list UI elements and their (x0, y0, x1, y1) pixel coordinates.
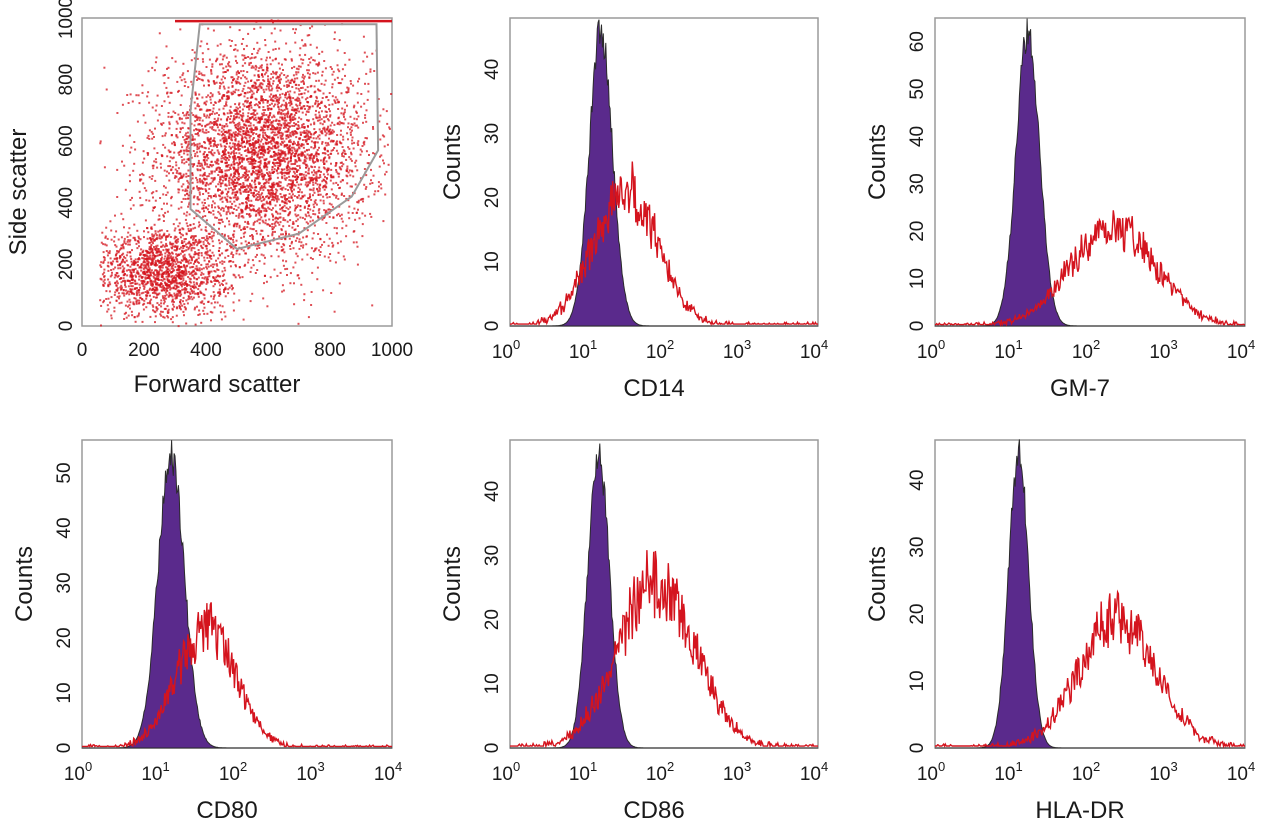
y-tick-label: 30 (907, 173, 928, 194)
x-tick-label: 101 (141, 759, 169, 785)
x-tick-label: 104 (800, 337, 828, 363)
y-axis-label: Counts (439, 546, 466, 622)
y-axis-label: Counts (864, 546, 891, 622)
cd80-plot-frame (81, 439, 393, 749)
y-tick-label: 10 (907, 670, 928, 691)
x-tick-label: 100 (917, 337, 945, 363)
y-axis-label: Counts (11, 546, 38, 622)
x-tick-label: 102 (219, 759, 247, 785)
y-tick-label: 20 (482, 609, 503, 630)
x-tick-label: 1000 (371, 340, 413, 361)
y-tick-label: 30 (482, 545, 503, 566)
x-tick-label: 103 (1149, 337, 1177, 363)
x-tick-label: 103 (723, 759, 751, 785)
y-tick-label: 0 (54, 743, 75, 754)
x-axis-label: CD86 (623, 797, 684, 824)
x-tick-label: 100 (917, 759, 945, 785)
y-tick-label: 400 (56, 187, 77, 219)
scatter-gate (189, 23, 380, 251)
cd14-positive-series (510, 161, 818, 327)
x-axis-label: GM-7 (1050, 375, 1110, 402)
x-axis-label: Forward scatter (134, 371, 301, 398)
x-tick-label: 104 (374, 759, 402, 785)
y-tick-label: 50 (907, 79, 928, 100)
gm7-positive-series (935, 210, 1245, 327)
x-tick-label: 102 (1072, 759, 1100, 785)
y-tick-label: 30 (907, 537, 928, 558)
x-tick-label: 104 (1227, 759, 1255, 785)
y-tick-label: 600 (56, 125, 77, 157)
x-tick-label: 102 (1072, 337, 1100, 363)
x-tick-label: 0 (77, 340, 88, 361)
y-tick-label: 10 (54, 682, 75, 703)
y-tick-label: 10 (482, 251, 503, 272)
y-tick-label: 1000 (56, 0, 77, 39)
y-tick-label: 0 (482, 743, 503, 754)
x-tick-label: 102 (646, 759, 674, 785)
cd86-negative-series (510, 443, 818, 749)
x-axis-label: CD80 (196, 797, 257, 824)
hladr-positive-series (935, 589, 1245, 749)
y-tick-label: 0 (907, 743, 928, 754)
x-axis-label: CD14 (623, 375, 684, 402)
y-tick-label: 30 (54, 572, 75, 593)
x-tick-label: 100 (64, 759, 92, 785)
y-tick-label: 20 (907, 604, 928, 625)
y-tick-label: 20 (907, 221, 928, 242)
x-tick-label: 800 (314, 340, 346, 361)
y-tick-label: 20 (482, 187, 503, 208)
x-tick-label: 100 (492, 759, 520, 785)
y-axis-label: Counts (864, 124, 891, 200)
scatter-points (99, 19, 393, 328)
y-tick-label: 60 (907, 31, 928, 52)
cd80-positive-series (82, 602, 392, 748)
x-tick-label: 101 (994, 759, 1022, 785)
gm7-negative-series (935, 18, 1245, 327)
y-tick-label: 40 (54, 517, 75, 538)
x-tick-label: 101 (569, 337, 597, 363)
gm7-plot-frame (934, 17, 1246, 327)
cd86-positive-series (510, 550, 818, 749)
y-tick-label: 50 (54, 462, 75, 483)
x-tick-label: 101 (569, 759, 597, 785)
y-tick-label: 40 (907, 470, 928, 491)
y-tick-label: 10 (482, 673, 503, 694)
cd14-plot-frame (509, 17, 819, 327)
y-tick-label: 40 (482, 481, 503, 502)
y-tick-label: 40 (907, 126, 928, 147)
y-tick-label: 0 (907, 321, 928, 332)
y-tick-label: 30 (482, 123, 503, 144)
x-tick-label: 104 (1227, 337, 1255, 363)
y-tick-label: 0 (56, 321, 77, 332)
y-tick-label: 800 (56, 64, 77, 96)
y-axis-label: Side scatter (5, 129, 32, 256)
x-tick-label: 101 (994, 337, 1022, 363)
y-tick-label: 0 (482, 321, 503, 332)
y-tick-label: 40 (482, 59, 503, 80)
x-tick-label: 104 (800, 759, 828, 785)
y-tick-label: 200 (56, 249, 77, 281)
x-tick-label: 600 (252, 340, 284, 361)
x-tick-label: 103 (1149, 759, 1177, 785)
hladr-plot-frame (934, 439, 1246, 749)
y-tick-label: 10 (907, 268, 928, 289)
x-tick-label: 103 (296, 759, 324, 785)
x-tick-label: 200 (128, 340, 160, 361)
x-tick-label: 102 (646, 337, 674, 363)
x-tick-label: 100 (492, 337, 520, 363)
x-tick-label: 103 (723, 337, 751, 363)
y-axis-label: Counts (439, 124, 466, 200)
x-tick-label: 400 (190, 340, 222, 361)
x-axis-label: HLA-DR (1035, 797, 1124, 824)
y-tick-label: 20 (54, 627, 75, 648)
